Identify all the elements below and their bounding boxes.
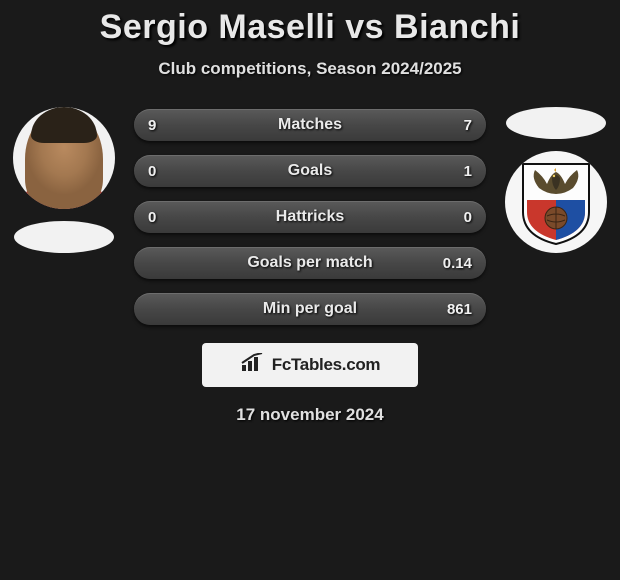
player-left-column xyxy=(6,107,122,253)
player-left-avatar xyxy=(13,107,115,209)
stat-right-value: 7 xyxy=(432,117,472,134)
stat-right-value: 861 xyxy=(432,301,472,318)
stat-left-value: 0 xyxy=(148,163,188,180)
club-badge-icon xyxy=(519,158,593,246)
stat-right-value: 0.14 xyxy=(432,255,472,272)
stat-label: Goals xyxy=(288,162,332,180)
stat-left-value: 9 xyxy=(148,117,188,134)
stat-label: Goals per match xyxy=(247,254,372,272)
stat-left-value: 0 xyxy=(148,209,188,226)
stat-row-min-per-goal: Min per goal 861 xyxy=(134,293,486,325)
stat-right-value: 0 xyxy=(432,209,472,226)
stat-label: Min per goal xyxy=(263,300,357,318)
player-left-flag xyxy=(14,221,114,253)
body-row: 9 Matches 7 0 Goals 1 0 Hattricks 0 Goal… xyxy=(0,107,620,325)
subtitle: Club competitions, Season 2024/2025 xyxy=(0,59,620,79)
brand-text: FcTables.com xyxy=(272,355,381,375)
stat-row-goals-per-match: Goals per match 0.14 xyxy=(134,247,486,279)
stat-row-hattricks: 0 Hattricks 0 xyxy=(134,201,486,233)
stat-label: Matches xyxy=(278,116,342,134)
player-right-flag xyxy=(506,107,606,139)
page-title: Sergio Maselli vs Bianchi xyxy=(0,8,620,47)
player-right-column xyxy=(498,107,614,253)
chart-icon xyxy=(240,353,266,378)
stat-right-value: 1 xyxy=(432,163,472,180)
player-right-avatar xyxy=(505,151,607,253)
stat-row-matches: 9 Matches 7 xyxy=(134,109,486,141)
date-line: 17 november 2024 xyxy=(0,405,620,425)
stat-row-goals: 0 Goals 1 xyxy=(134,155,486,187)
stat-label: Hattricks xyxy=(276,208,344,226)
brand-box: FcTables.com xyxy=(202,343,418,387)
stats-column: 9 Matches 7 0 Goals 1 0 Hattricks 0 Goal… xyxy=(134,107,486,325)
comparison-card: Sergio Maselli vs Bianchi Club competiti… xyxy=(0,0,620,425)
